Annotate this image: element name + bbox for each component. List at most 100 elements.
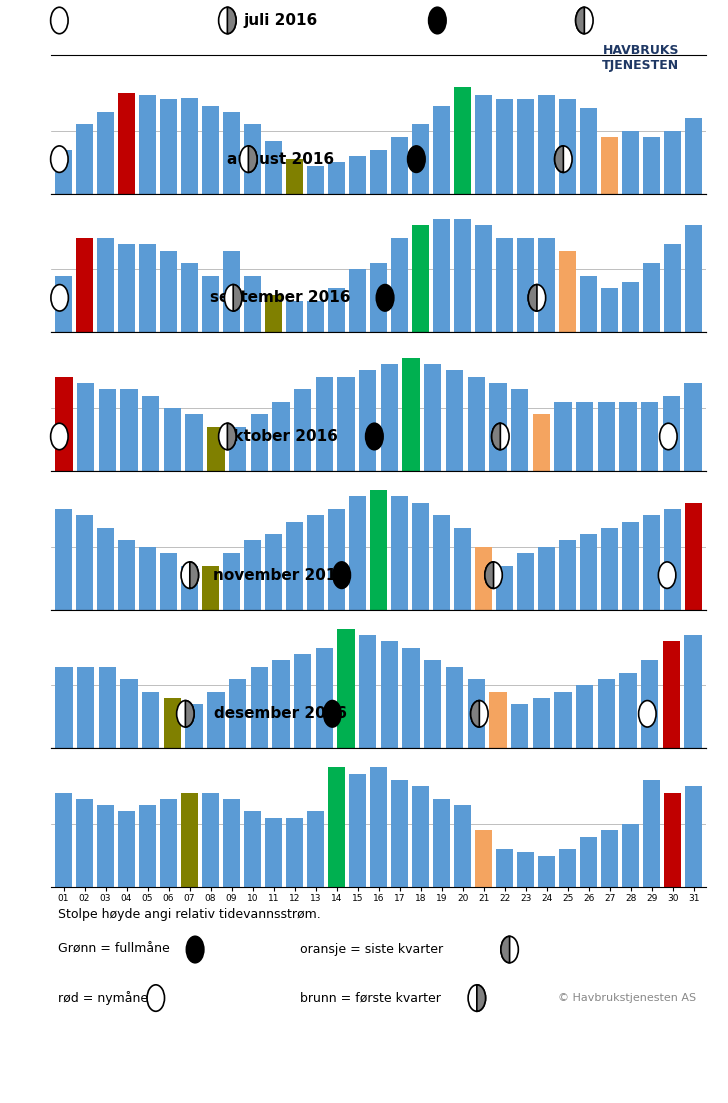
Bar — [160, 99, 177, 194]
Bar — [475, 831, 492, 887]
Bar — [475, 96, 492, 194]
Bar — [598, 679, 615, 749]
Bar — [475, 547, 492, 610]
Bar — [181, 98, 198, 194]
Bar — [294, 654, 312, 749]
Bar — [620, 673, 637, 749]
Bar — [559, 540, 576, 610]
Bar — [265, 141, 282, 194]
Bar — [517, 99, 534, 194]
Bar — [316, 647, 333, 749]
Bar — [99, 666, 116, 749]
Bar — [412, 786, 429, 887]
Text: brunn = første kvarter: brunn = første kvarter — [300, 992, 441, 1005]
Bar — [139, 547, 156, 610]
Bar — [403, 647, 420, 749]
Bar — [286, 159, 303, 194]
Bar — [662, 396, 680, 471]
Bar — [467, 376, 485, 471]
Bar — [496, 566, 513, 610]
Bar — [328, 162, 345, 194]
Bar — [307, 301, 324, 332]
Bar — [207, 692, 224, 749]
Text: rød = nymåne: rød = nymåne — [58, 992, 148, 1005]
Bar — [685, 118, 702, 194]
Bar — [517, 238, 534, 332]
Bar — [641, 401, 658, 471]
Bar — [496, 849, 513, 887]
Bar — [475, 225, 492, 332]
Bar — [139, 244, 156, 332]
Bar — [554, 401, 571, 471]
Bar — [244, 540, 261, 610]
Bar — [265, 295, 282, 332]
Bar — [381, 641, 398, 749]
Text: oktober 2016: oktober 2016 — [223, 429, 338, 445]
Bar — [207, 427, 224, 471]
Bar — [643, 515, 660, 610]
Bar — [403, 357, 420, 471]
Bar — [139, 96, 156, 194]
Bar — [223, 799, 240, 887]
Bar — [97, 805, 114, 887]
Bar — [229, 679, 246, 749]
Bar — [685, 786, 702, 887]
Bar — [576, 401, 593, 471]
Bar — [533, 415, 550, 471]
Bar — [272, 661, 290, 749]
Bar — [294, 389, 312, 471]
Bar — [511, 705, 529, 749]
Bar — [489, 383, 507, 471]
Bar — [424, 364, 441, 471]
Bar — [643, 264, 660, 332]
Bar — [554, 692, 571, 749]
Bar — [467, 679, 485, 749]
Bar — [77, 666, 95, 749]
Bar — [598, 401, 615, 471]
Bar — [142, 692, 159, 749]
Bar — [601, 137, 618, 194]
Bar — [337, 376, 355, 471]
Bar — [370, 490, 387, 610]
Text: © Havbrukstjenesten AS: © Havbrukstjenesten AS — [558, 993, 697, 1003]
Bar — [412, 125, 429, 194]
Bar — [538, 238, 555, 332]
Bar — [244, 276, 261, 332]
Bar — [160, 553, 177, 610]
Bar — [223, 111, 240, 194]
Text: november 2016: november 2016 — [213, 568, 347, 582]
Bar — [559, 849, 576, 887]
Bar — [496, 238, 513, 332]
Bar — [250, 666, 268, 749]
Bar — [391, 137, 408, 194]
Bar — [664, 508, 681, 610]
Bar — [538, 856, 555, 887]
Bar — [685, 225, 702, 332]
Bar — [223, 553, 240, 610]
Bar — [118, 812, 135, 887]
Bar — [381, 364, 398, 471]
Bar — [454, 528, 471, 610]
Bar — [118, 93, 135, 194]
Bar — [120, 389, 138, 471]
Bar — [202, 276, 219, 332]
Bar — [454, 87, 471, 194]
Bar — [349, 773, 366, 887]
Bar — [684, 635, 702, 749]
Bar — [307, 515, 324, 610]
Bar — [641, 661, 658, 749]
Bar — [433, 515, 450, 610]
Bar — [446, 371, 463, 471]
Bar — [202, 566, 219, 610]
Bar — [433, 106, 450, 194]
Bar — [160, 250, 177, 332]
Bar — [391, 496, 408, 610]
Bar — [286, 522, 303, 610]
Bar — [202, 106, 219, 194]
Bar — [517, 553, 534, 610]
Bar — [601, 288, 618, 332]
Bar — [620, 401, 637, 471]
Bar — [684, 383, 702, 471]
Bar — [181, 566, 198, 610]
Bar — [97, 238, 114, 332]
